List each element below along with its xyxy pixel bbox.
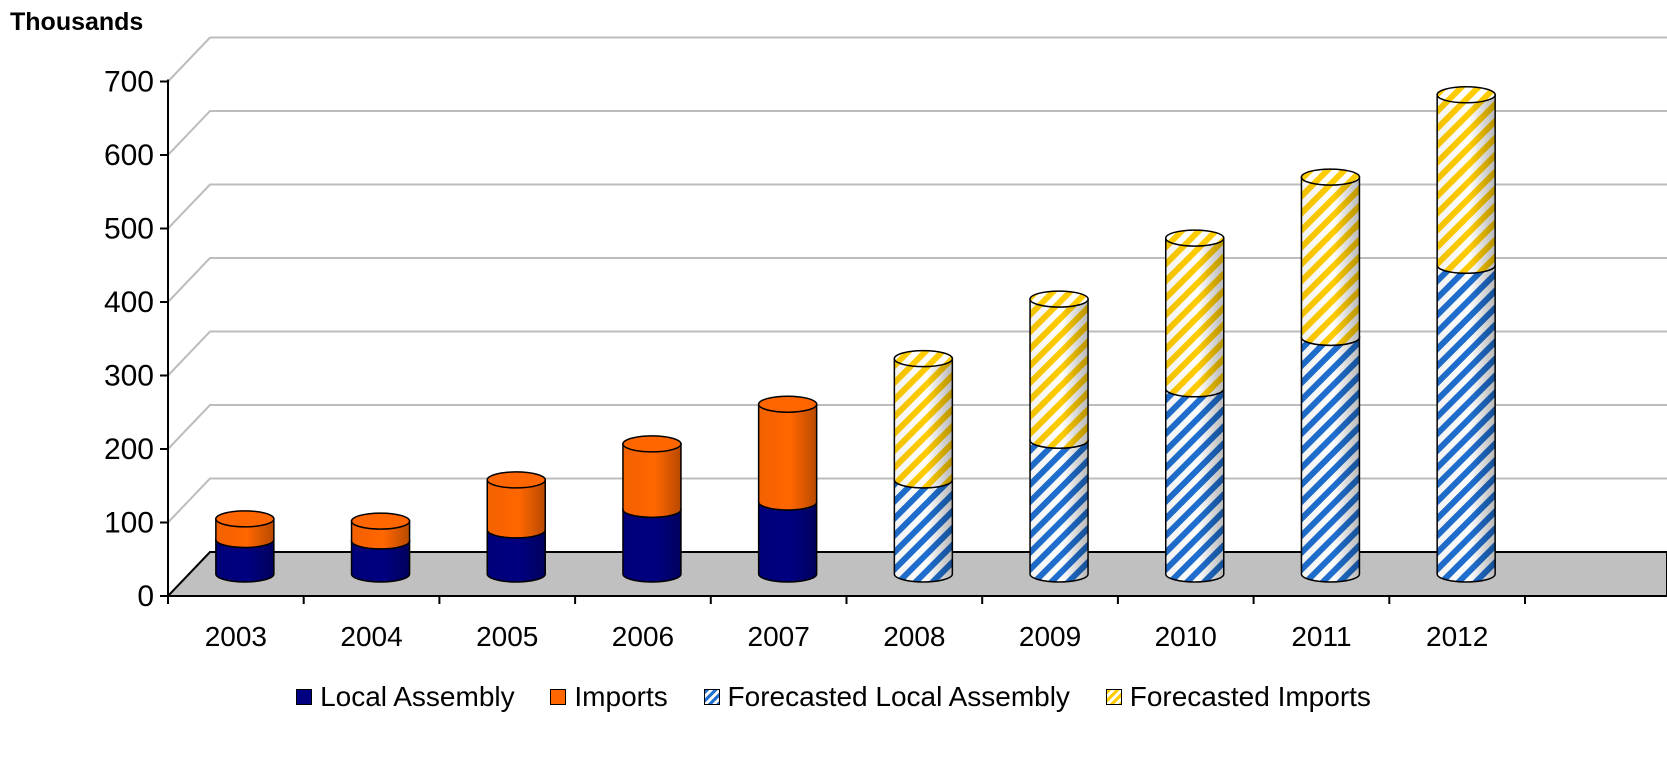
bar-shading bbox=[622, 509, 681, 582]
x-tick-label-2004: 2004 bbox=[340, 621, 402, 652]
legend-swatch-imports bbox=[550, 689, 567, 705]
legend-item-imports: Imports bbox=[550, 681, 668, 713]
bar-shading bbox=[351, 540, 410, 582]
legend-item-forecasted-imports: Forecasted Imports bbox=[1105, 681, 1371, 713]
y-tick-label: 700 bbox=[104, 66, 154, 99]
bar-shading bbox=[1437, 94, 1496, 274]
bar-imports-2005 bbox=[486, 471, 546, 539]
x-tick-label-2003: 2003 bbox=[205, 621, 267, 652]
bar-shading bbox=[1165, 238, 1224, 397]
bar-shading bbox=[1301, 337, 1360, 582]
y-tick-label: 300 bbox=[104, 360, 154, 393]
bar-shading bbox=[758, 501, 817, 582]
bar-shading bbox=[1030, 440, 1089, 582]
bar-imports-2007 bbox=[757, 395, 818, 511]
bar-shading bbox=[622, 443, 681, 518]
bar-top bbox=[350, 512, 411, 530]
bar-forecasted-imports-2011 bbox=[1300, 168, 1361, 347]
x-tick-label-2006: 2006 bbox=[612, 621, 674, 652]
legend-item-local-assembly: Local Assembly bbox=[296, 681, 515, 713]
legend: Local Assembly Imports Forecasted Local … bbox=[0, 680, 1667, 713]
bar-top bbox=[757, 395, 818, 413]
bar-forecasted-imports-2012 bbox=[1436, 86, 1496, 275]
x-tick-label-2009: 2009 bbox=[1019, 621, 1081, 652]
bar-imports-2004 bbox=[350, 512, 411, 550]
gridline bbox=[167, 36, 1667, 83]
y-tick-label: 500 bbox=[104, 213, 154, 246]
x-tick-label-2007: 2007 bbox=[748, 621, 810, 652]
bar-shading bbox=[1030, 299, 1089, 449]
bar-imports-2006 bbox=[622, 435, 682, 519]
legend-item-forecasted-local-assembly: Forecasted Local Assembly bbox=[703, 681, 1070, 713]
y-axis-unit-label: Thousands bbox=[10, 8, 144, 36]
legend-swatch-forecasted-local-assembly bbox=[703, 689, 720, 705]
y-tick-label: 200 bbox=[104, 433, 154, 466]
legend-swatch-local-assembly bbox=[296, 689, 313, 705]
bar-top bbox=[622, 435, 682, 453]
y-tick-label: 600 bbox=[104, 139, 154, 172]
bar-top bbox=[486, 471, 546, 489]
bar-top bbox=[1436, 86, 1496, 104]
bar-top bbox=[893, 349, 954, 368]
x-tick-label-2012: 2012 bbox=[1426, 621, 1488, 652]
bar-shading bbox=[487, 529, 546, 582]
legend-label-imports: Imports bbox=[574, 681, 668, 712]
bar-shading bbox=[215, 539, 274, 582]
bar-shading bbox=[1165, 388, 1224, 582]
legend-swatch-forecasted-imports bbox=[1105, 689, 1122, 705]
y-tick-label: 400 bbox=[104, 286, 154, 319]
bar-shading bbox=[894, 358, 953, 488]
bar-top bbox=[215, 510, 275, 528]
bar-top bbox=[1300, 168, 1361, 186]
gridline bbox=[167, 110, 1667, 156]
bar-forecasted-local-assembly-2010 bbox=[1165, 380, 1225, 583]
bar-forecasted-local-assembly-2009 bbox=[1029, 431, 1089, 583]
bar-shading bbox=[1437, 265, 1496, 582]
y-tick-label: 0 bbox=[137, 580, 154, 613]
legend-label-forecasted-imports: Forecasted Imports bbox=[1129, 681, 1371, 712]
bar-shading bbox=[894, 479, 953, 582]
legend-label-forecasted-local-assembly: Forecasted Local Assembly bbox=[727, 681, 1070, 712]
bar-imports-2003 bbox=[215, 510, 275, 549]
x-tick-label-2011: 2011 bbox=[1291, 621, 1351, 652]
bar-shading bbox=[1301, 177, 1360, 346]
bar-top bbox=[1029, 290, 1089, 308]
bar-forecasted-imports-2010 bbox=[1165, 229, 1225, 398]
bar-top bbox=[1165, 229, 1225, 247]
gridline bbox=[167, 183, 1667, 230]
x-tick-label-2010: 2010 bbox=[1155, 621, 1217, 652]
bar-shading bbox=[487, 479, 546, 538]
bar-forecasted-local-assembly-2012 bbox=[1436, 256, 1496, 583]
bar-forecasted-local-assembly-2011 bbox=[1300, 328, 1361, 583]
x-tick-label-2008: 2008 bbox=[883, 621, 945, 652]
bar-forecasted-imports-2008 bbox=[893, 349, 954, 489]
y-tick-label: 100 bbox=[104, 507, 154, 540]
x-tick-label-2005: 2005 bbox=[476, 621, 538, 652]
legend-label-local-assembly: Local Assembly bbox=[320, 681, 515, 712]
bar-forecasted-imports-2009 bbox=[1029, 290, 1089, 449]
bar-shading bbox=[758, 404, 817, 510]
